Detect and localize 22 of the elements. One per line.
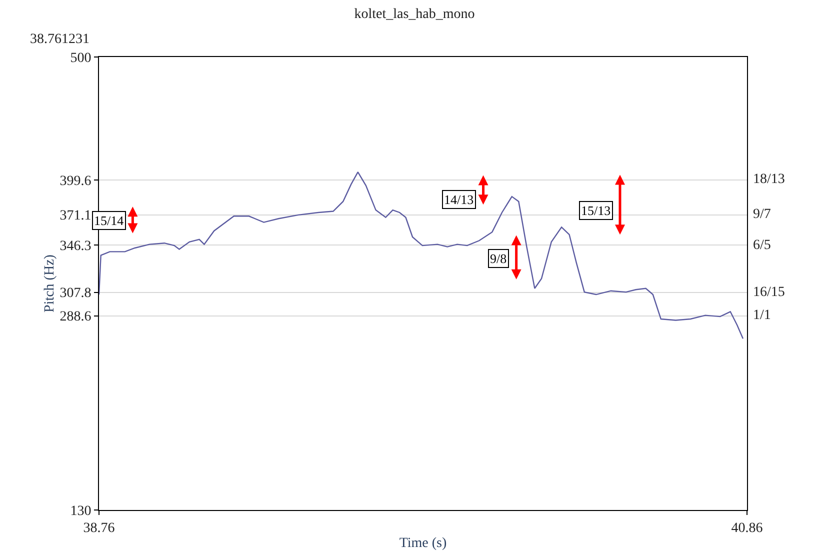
annotation: 15/14 bbox=[94, 213, 124, 228]
y-tick-label: 130 bbox=[70, 504, 92, 519]
y-axis-title: Pitch (Hz) bbox=[42, 254, 58, 312]
y-tick-label: 307.8 bbox=[60, 286, 92, 302]
y-tick-label: 371.1 bbox=[60, 208, 92, 224]
x-tick-label: 38.76 bbox=[83, 520, 115, 536]
annotation: 15/13 bbox=[581, 203, 611, 218]
y-tick-label: 399.6 bbox=[60, 174, 92, 189]
chart-title: koltet_las_hab_mono bbox=[354, 7, 475, 22]
y-tick-label: 288.6 bbox=[60, 310, 92, 325]
text: 6/5 bbox=[753, 238, 771, 253]
annotation: 14/13 bbox=[444, 192, 474, 207]
text: 9/7 bbox=[753, 207, 771, 222]
y-tick-label: 346.3 bbox=[60, 239, 92, 254]
x-axis-title: Time (s) bbox=[399, 536, 447, 552]
text: 18/13 bbox=[753, 172, 785, 187]
x-tick-label: 40.86 bbox=[731, 520, 763, 536]
text: 16/15 bbox=[753, 285, 785, 300]
text: 1/1 bbox=[753, 308, 771, 323]
y-tick-label: 500 bbox=[70, 50, 92, 66]
annotation: 9/8 bbox=[490, 251, 507, 266]
text: 38.761231 bbox=[30, 32, 90, 47]
